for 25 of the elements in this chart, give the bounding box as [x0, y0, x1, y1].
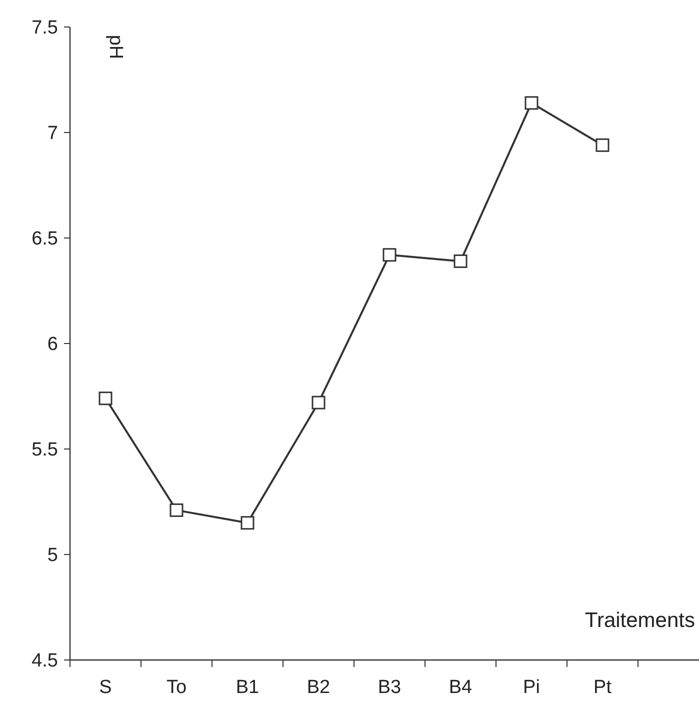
point — [312, 396, 326, 410]
y-tick-label: 6 — [47, 334, 58, 356]
x-tick-label: B2 — [306, 677, 330, 698]
point — [382, 248, 396, 262]
x-tick-label: B3 — [378, 677, 402, 698]
y-axis-title: pH — [105, 34, 126, 60]
x-tick-label: B1 — [236, 677, 260, 698]
y-tick-label: 7.5 — [32, 18, 58, 39]
point — [454, 254, 468, 268]
point — [596, 138, 610, 152]
x-tick-label: B4 — [448, 677, 473, 698]
point — [170, 503, 184, 517]
x-tick-label: S — [99, 677, 112, 698]
y-tick-label: 5 — [47, 545, 58, 566]
x-tick-label: Pt — [594, 677, 612, 698]
y-tick-label: 5.5 — [32, 440, 58, 461]
point — [98, 392, 112, 406]
point — [524, 96, 538, 110]
x-tick-label: Pi — [523, 677, 540, 698]
y-tick-label: 7 — [47, 123, 58, 144]
x-tick-label: To — [166, 677, 187, 698]
x-axis-title: Traitements — [584, 609, 695, 632]
y-tick-label: 4.5 — [32, 650, 58, 672]
point — [240, 516, 254, 530]
y-tick-label: 6.5 — [32, 228, 58, 250]
